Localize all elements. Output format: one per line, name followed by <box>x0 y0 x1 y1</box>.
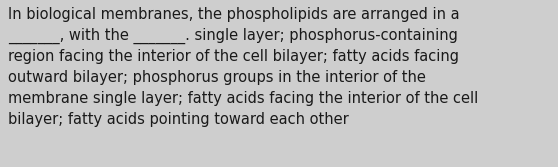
Text: In biological membranes, the phospholipids are arranged in a
_______, with the _: In biological membranes, the phospholipi… <box>8 7 479 127</box>
